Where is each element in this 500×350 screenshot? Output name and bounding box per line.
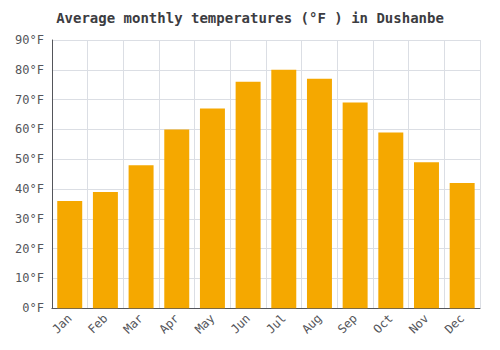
svg-text:30°F: 30°F [15, 212, 44, 226]
svg-text:60°F: 60°F [15, 122, 44, 136]
svg-text:May: May [192, 311, 217, 336]
svg-text:20°F: 20°F [15, 242, 44, 256]
svg-text:80°F: 80°F [15, 63, 44, 77]
svg-text:0°F: 0°F [22, 301, 44, 315]
svg-text:40°F: 40°F [15, 182, 44, 196]
svg-text:Aug: Aug [299, 311, 324, 336]
svg-text:Average monthly temperatures (: Average monthly temperatures (°F ) in Du… [56, 10, 444, 26]
svg-text:Sep: Sep [335, 311, 360, 336]
svg-text:Jul: Jul [264, 311, 289, 336]
svg-text:90°F: 90°F [15, 33, 44, 47]
svg-text:Apr: Apr [156, 311, 181, 336]
svg-text:Mar: Mar [121, 311, 146, 336]
svg-text:Nov: Nov [406, 311, 431, 336]
svg-text:Jun: Jun [228, 311, 253, 336]
svg-text:10°F: 10°F [15, 271, 44, 285]
svg-text:50°F: 50°F [15, 152, 44, 166]
svg-text:Feb: Feb [85, 311, 110, 336]
svg-text:70°F: 70°F [15, 93, 44, 107]
svg-text:Jan: Jan [49, 311, 74, 336]
svg-text:Dec: Dec [442, 311, 467, 336]
svg-text:Oct: Oct [371, 311, 396, 336]
